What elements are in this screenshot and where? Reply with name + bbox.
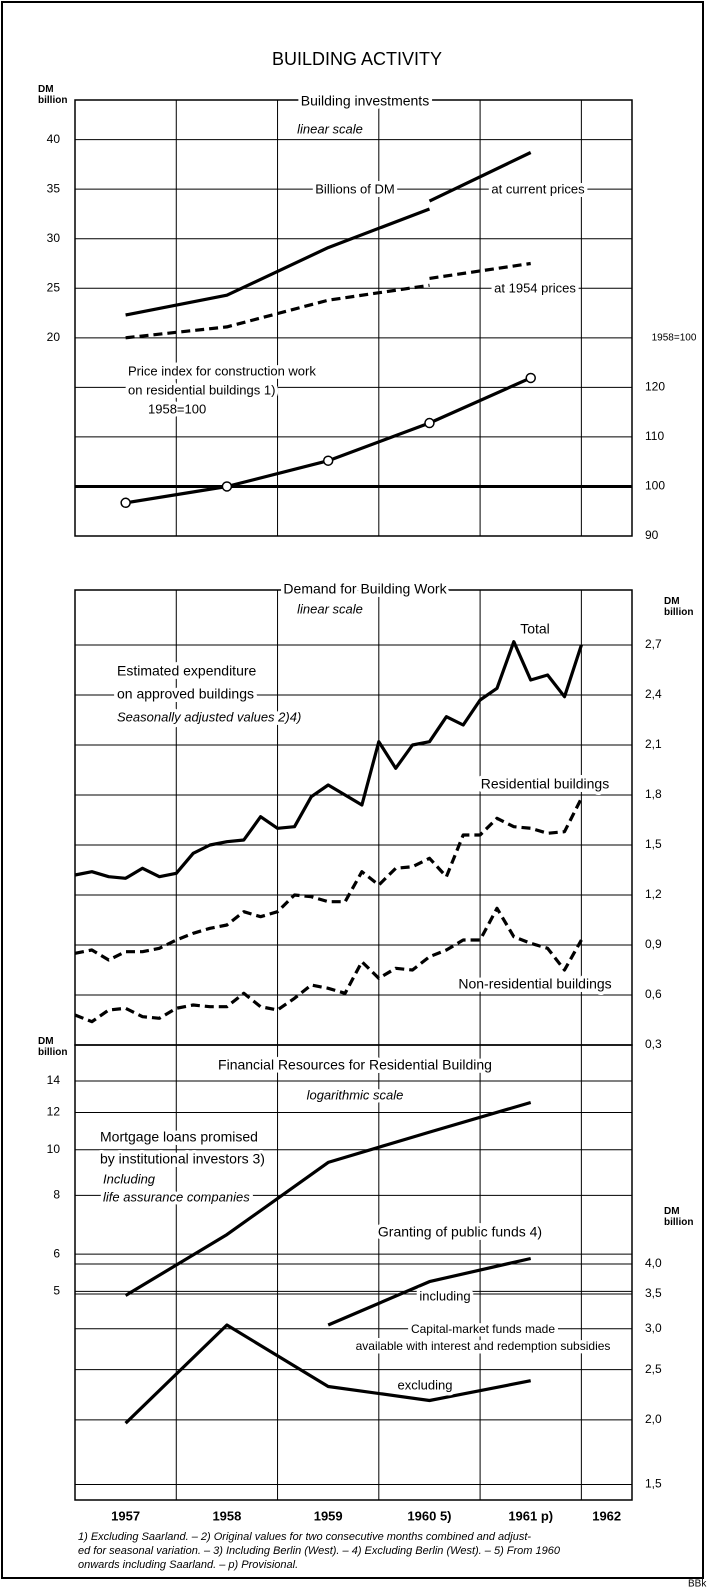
data-point: [525, 372, 536, 384]
tick-label: 12: [47, 1105, 61, 1119]
annotation: Estimated expenditure: [117, 663, 257, 679]
tick-label: 1,8: [645, 787, 662, 801]
text-layer: BUILDING ACTIVITY DM billion Building in…: [38, 49, 707, 1590]
series-label: life assurance companies: [103, 1189, 250, 1204]
series-label: Non-residential buildings: [458, 976, 611, 992]
x-tick-label: 1961 p): [508, 1508, 553, 1523]
tick-label: 3,0: [645, 1321, 662, 1335]
tick-label: 100: [645, 479, 665, 493]
series-line: [125, 151, 532, 317]
panel-frame: [74, 99, 633, 537]
tick-label: 10: [47, 1142, 61, 1156]
y-axis-label: DM billion: [664, 596, 694, 618]
y-axis-label-text: DM billion: [38, 84, 68, 106]
series-label: Mortgage loans promised: [100, 1129, 258, 1145]
annotation: on approved buildings: [117, 686, 254, 702]
credit: BBk: [688, 1579, 707, 1590]
series-label: at 1954 prices: [494, 280, 576, 295]
data-point: [221, 481, 233, 492]
panel-title: Building investments: [301, 93, 429, 109]
series-label: by institutional investors 3): [100, 1151, 265, 1167]
series-label: excluding: [398, 1377, 453, 1392]
x-tick-label: 1959: [314, 1508, 343, 1523]
panel-subtitle: linear scale: [297, 601, 363, 616]
tick-label: 90: [645, 528, 659, 542]
panel-subtitle: linear scale: [297, 121, 363, 136]
tick-label: 2,1: [645, 737, 662, 751]
tick-label: 40: [47, 132, 61, 146]
tick-label: 14: [47, 1073, 61, 1087]
tick-label: 2,0: [645, 1412, 662, 1426]
plot-layer: 20 25 30 35 40 90 100 110 120 0,3 0,6 0,9 1,2 1,5 1,8 2…: [47, 99, 665, 1523]
tick-label: 8: [53, 1187, 60, 1201]
y-axis-label: DM billion: [38, 84, 68, 106]
series-label: Including: [103, 1171, 156, 1186]
tick-label: 2,4: [645, 687, 662, 701]
tick-label: 0,3: [645, 1037, 662, 1051]
y-axis-label-text: DM billion: [664, 596, 694, 618]
tick-label: 1,5: [645, 1477, 662, 1491]
page-title: BUILDING ACTIVITY: [272, 49, 442, 69]
tick-label: 2,7: [645, 637, 662, 651]
tick-label: 25: [47, 280, 61, 294]
page-frame: [1, 1, 704, 1579]
y-axis-label: DM billion: [38, 1036, 74, 1058]
data-point: [322, 455, 334, 466]
annotation: Seasonally adjusted values 2)4): [117, 709, 301, 724]
tick-label: 1,5: [645, 837, 662, 851]
annotation: Granting of public funds 4): [378, 1224, 542, 1240]
series-label: on residential buildings 1): [128, 382, 275, 397]
x-tick-label: 1962: [592, 1508, 621, 1523]
series-label: at current prices: [491, 181, 585, 196]
tick-label: 20: [47, 330, 61, 344]
tick-label: 30: [47, 231, 61, 245]
y2-axis-label-text: DM billion: [664, 1206, 694, 1228]
x-tick-label: 1958: [212, 1508, 241, 1523]
series-line: [125, 261, 531, 340]
tick-label: 1,2: [645, 887, 662, 901]
tick-label: 120: [645, 380, 665, 394]
panel-subtitle: logarithmic scale: [307, 1087, 404, 1102]
tick-label: 110: [645, 429, 664, 443]
series-label: Price index for construction work: [128, 363, 316, 378]
tick-label: 0,6: [645, 987, 662, 1001]
series-line: [74, 906, 583, 1024]
annotation: Billions of DM: [315, 181, 394, 196]
tick-label: 2,5: [645, 1362, 662, 1376]
tick-label: 5: [53, 1283, 60, 1297]
tick-label: 35: [47, 181, 61, 195]
footnote: 1) Excluding Saarland. – 2) Original val…: [78, 1531, 531, 1543]
series-label: Residential buildings: [481, 776, 609, 792]
tick-label: 3,5: [645, 1286, 662, 1300]
series-line: [124, 1100, 532, 1297]
series-line: [74, 797, 583, 962]
panel-title: Financial Resources for Residential Buil…: [218, 1057, 492, 1073]
data-point: [424, 417, 435, 429]
series-line: [327, 1256, 532, 1327]
tick-label: 4,0: [645, 1256, 662, 1270]
panel-title: Demand for Building Work: [283, 581, 447, 597]
series-label: 1958=100: [148, 401, 206, 416]
annotation: available with interest and redemption s…: [356, 1339, 611, 1353]
annotation: Capital-market funds made: [411, 1322, 555, 1336]
y2-axis-label: DM billion: [664, 1206, 694, 1228]
series-line: [124, 1323, 532, 1425]
series-line: [74, 640, 583, 880]
panel-frame: [74, 1044, 633, 1501]
data-point: [120, 497, 131, 509]
series-label: Total: [520, 621, 550, 637]
series-label: including: [419, 1288, 470, 1303]
tick-label: 0,9: [645, 937, 662, 951]
footnote: onwards including Saarland. – p) Provisi…: [78, 1559, 298, 1571]
footnote: ed for seasonal variation. – 3) Includin…: [78, 1545, 561, 1557]
y2-axis-label: 1958=100: [652, 333, 697, 344]
x-tick-label: 1957: [111, 1508, 140, 1523]
x-tick-label: 1960 5): [407, 1508, 451, 1523]
tick-label: 6: [53, 1246, 60, 1260]
y-axis-label-text: DM billion: [38, 1036, 74, 1058]
